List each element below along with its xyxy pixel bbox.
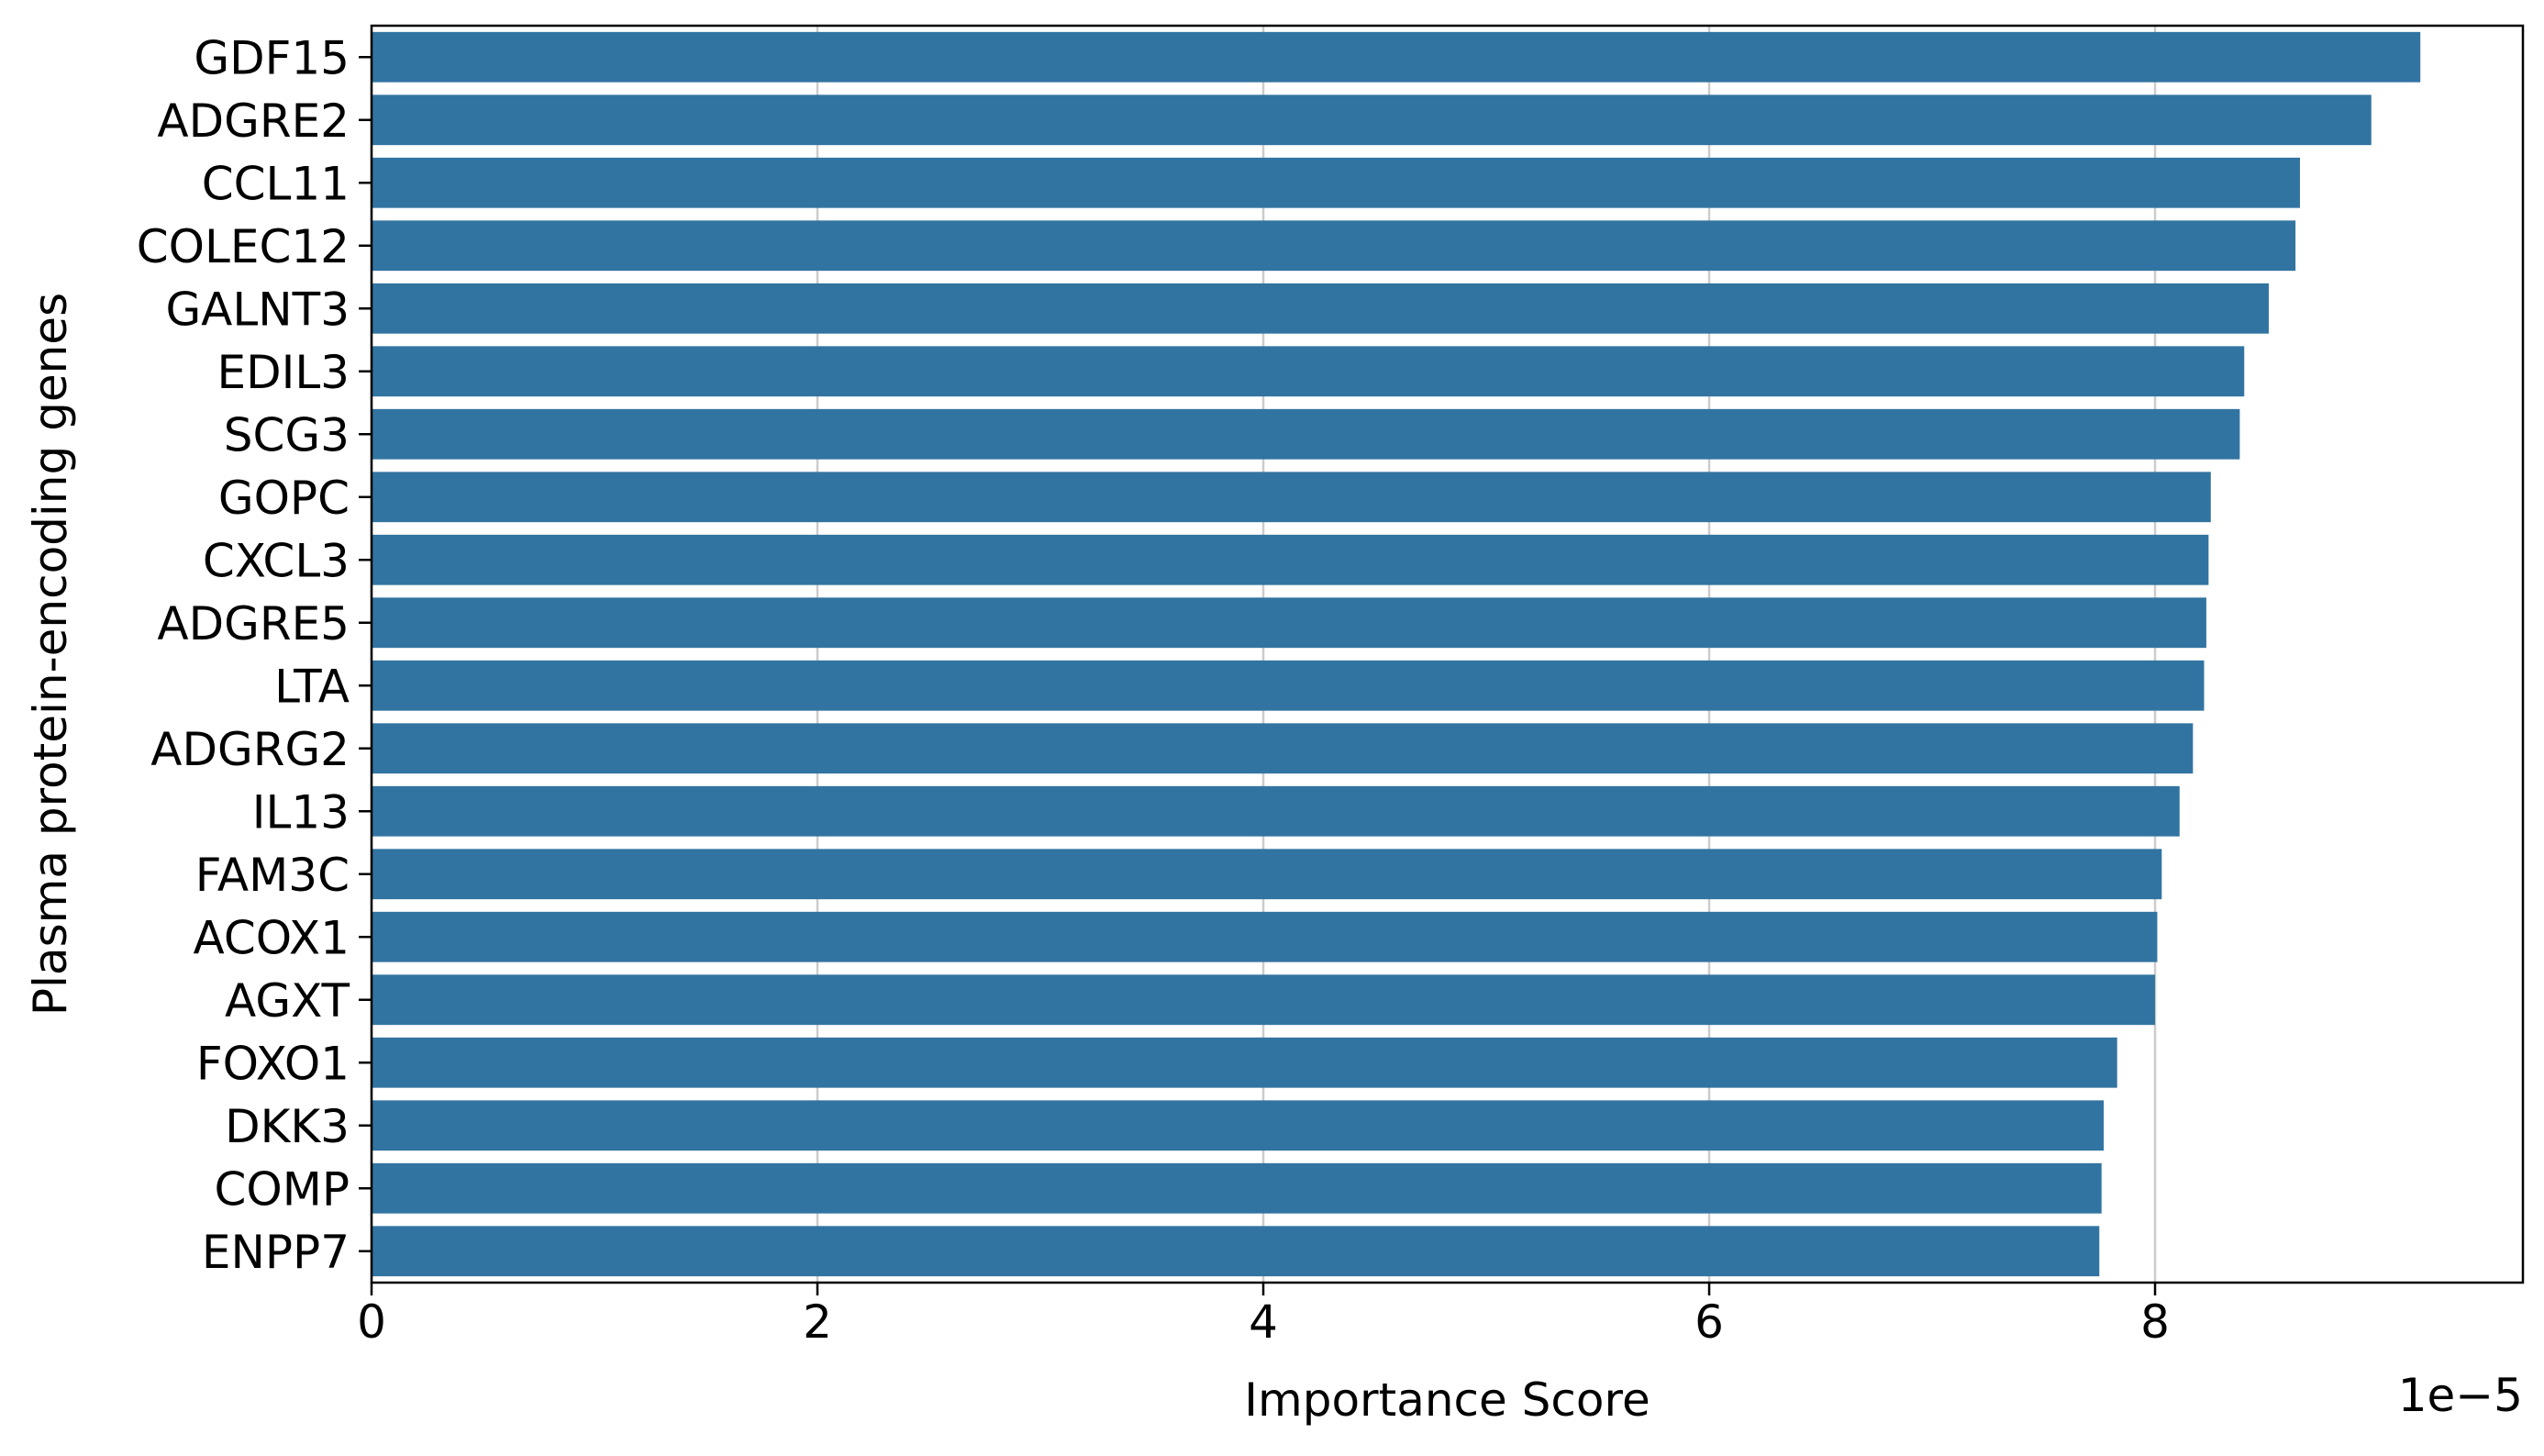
bar <box>372 346 2245 397</box>
x-axis-label: Importance Score <box>1244 1373 1650 1427</box>
bar <box>372 723 2194 774</box>
y-tick-label: ADGRG2 <box>150 723 350 776</box>
bar <box>372 220 2296 272</box>
y-tick-label: GOPC <box>218 472 350 525</box>
y-ticks: GDF15 ADGRE2 CCL11 COLEC12 GALNT3 EDIL3 SCG3 GO… <box>137 31 372 1279</box>
y-tick-label: EDIL3 <box>217 346 350 399</box>
y-tick-label: AGXT <box>225 974 350 1028</box>
x-tick-label: 6 <box>1694 1295 1724 1349</box>
bar <box>372 849 2162 900</box>
y-tick-label: FAM3C <box>195 849 350 902</box>
x-axis-offset-label: 1e−5 <box>2398 1369 2523 1422</box>
x-tick-label: 2 <box>803 1295 832 1349</box>
bar <box>372 597 2206 649</box>
bar <box>372 157 2300 208</box>
y-tick-label: ENPP7 <box>202 1226 350 1279</box>
y-tick-label: IL13 <box>252 785 350 839</box>
plot-frame <box>370 24 2525 1284</box>
y-axis-label: Plasma protein-encoding genes <box>24 293 77 1016</box>
y-tick-label: GALNT3 <box>165 283 350 336</box>
bar <box>372 1226 2100 1277</box>
y-tick-label: SCG3 <box>224 408 350 461</box>
bar <box>372 534 2209 585</box>
bar <box>372 94 2372 146</box>
y-tick-label: ADGRE2 <box>157 94 350 148</box>
y-tick-label: DKK3 <box>225 1100 350 1153</box>
y-tick-label: GDF15 <box>194 31 350 84</box>
x-tick-label: 8 <box>2140 1295 2170 1349</box>
y-tick-label: COMP <box>214 1162 350 1216</box>
bar <box>372 408 2240 460</box>
bar <box>372 1037 2117 1088</box>
x-tick-label: 4 <box>1249 1295 1278 1349</box>
bar <box>372 283 2269 334</box>
y-tick-label: CCL11 <box>202 157 350 210</box>
bar <box>372 660 2205 711</box>
x-tick-label: 0 <box>357 1295 386 1349</box>
bar <box>372 1162 2102 1214</box>
y-tick-label: LTA <box>274 660 350 713</box>
bar <box>372 31 2421 83</box>
y-tick-label: COLEC12 <box>137 220 350 273</box>
bar <box>372 911 2158 962</box>
x-ticks: 0 2 4 6 8 <box>357 1283 2170 1349</box>
bar <box>372 974 2156 1026</box>
y-tick-label: FOXO1 <box>196 1037 350 1090</box>
bar <box>372 785 2180 837</box>
y-tick-label: CXCL3 <box>203 534 350 587</box>
bar <box>372 1100 2105 1151</box>
bar <box>372 472 2211 523</box>
y-tick-label: ACOX1 <box>194 911 350 964</box>
y-tick-label: ADGRE5 <box>157 597 350 650</box>
bars <box>372 31 2421 1277</box>
